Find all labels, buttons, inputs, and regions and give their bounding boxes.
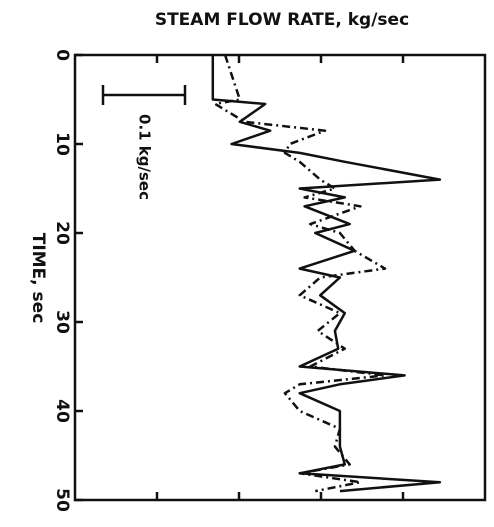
series-line [213,54,387,493]
plot-frame [73,53,487,502]
x-tick-label: 10 [52,132,72,156]
x-axis-label: TIME, sec [28,233,48,324]
annotation: 0.1 kg/sec [136,114,154,200]
x-tick-label: 40 [52,399,72,423]
x-tick-label: 30 [52,310,72,334]
x-tick-label: 0 [52,49,72,61]
x-tick-label: 50 [52,488,72,512]
x-tick-label: 20 [52,221,72,245]
series-line [211,55,442,493]
chart-title: STEAM FLOW RATE, kg/sec [155,10,409,30]
